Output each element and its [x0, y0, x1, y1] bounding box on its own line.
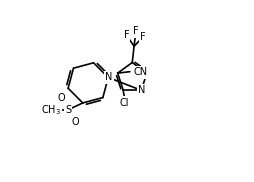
- Text: N: N: [142, 68, 150, 78]
- Text: F: F: [133, 26, 139, 36]
- Text: CN: CN: [134, 67, 148, 77]
- Text: CH$_3$: CH$_3$: [41, 103, 61, 117]
- Text: O: O: [71, 117, 79, 127]
- Text: O: O: [57, 92, 65, 102]
- Text: F: F: [140, 32, 146, 42]
- Text: N: N: [138, 85, 145, 95]
- Text: S: S: [65, 105, 71, 115]
- Text: N: N: [105, 72, 113, 82]
- Text: Cl: Cl: [120, 98, 130, 108]
- Text: F: F: [124, 30, 129, 40]
